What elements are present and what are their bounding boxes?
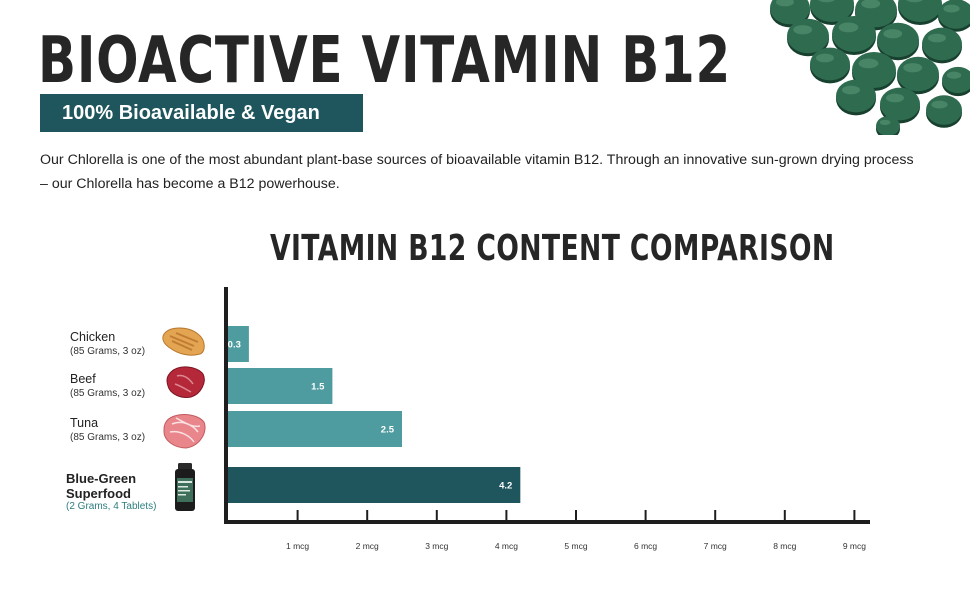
x-tick-label: 3 mcg [425,541,448,551]
x-tick-label: 8 mcg [773,541,796,551]
chicken-breast-icon [162,327,205,356]
x-tick-label: 1 mcg [286,541,309,551]
bar-beef [228,368,333,404]
x-tick-label: 4 mcg [495,541,518,551]
category-serving: (85 Grams, 3 oz) [70,432,146,443]
bar-tuna [228,411,402,447]
category-name-line1: Blue-Green [66,471,137,486]
category-name: Beef [70,372,96,386]
category-name: Chicken [70,330,116,344]
category-serving: (85 Grams, 3 oz) [70,388,146,399]
category-serving: (85 Grams, 3 oz) [70,346,146,357]
page-title: BIOACTIVE VITAMIN B12 [38,24,732,98]
bar-value-label: 1.5 [311,382,325,393]
bar-chicken [228,326,249,362]
x-tick-label: 9 mcg [843,541,866,551]
x-tick-label: 5 mcg [564,541,587,551]
bar-blue-green-superfood [228,467,521,503]
chlorella-tablets-image [770,0,970,135]
bar-value-label: 4.2 [499,481,512,492]
supplement-bottle-icon [175,463,195,511]
x-tick-label: 6 mcg [634,541,657,551]
intro-paragraph: Our Chlorella is one of the most abundan… [40,152,914,192]
bar-value-label: 0.3 [228,340,241,351]
beef-steak-icon [166,366,205,398]
x-tick-label: 7 mcg [704,541,727,551]
category-serving: (2 Grams, 4 Tablets) [66,501,157,512]
category-name-line2: Superfood [66,486,131,501]
bioavailable-badge: 100% Bioavailable & Vegan [40,94,363,132]
bar-value-label: 2.5 [381,425,395,436]
tuna-steak-icon [163,414,206,449]
x-tick-label: 2 mcg [356,541,379,551]
category-name: Tuna [70,416,99,430]
